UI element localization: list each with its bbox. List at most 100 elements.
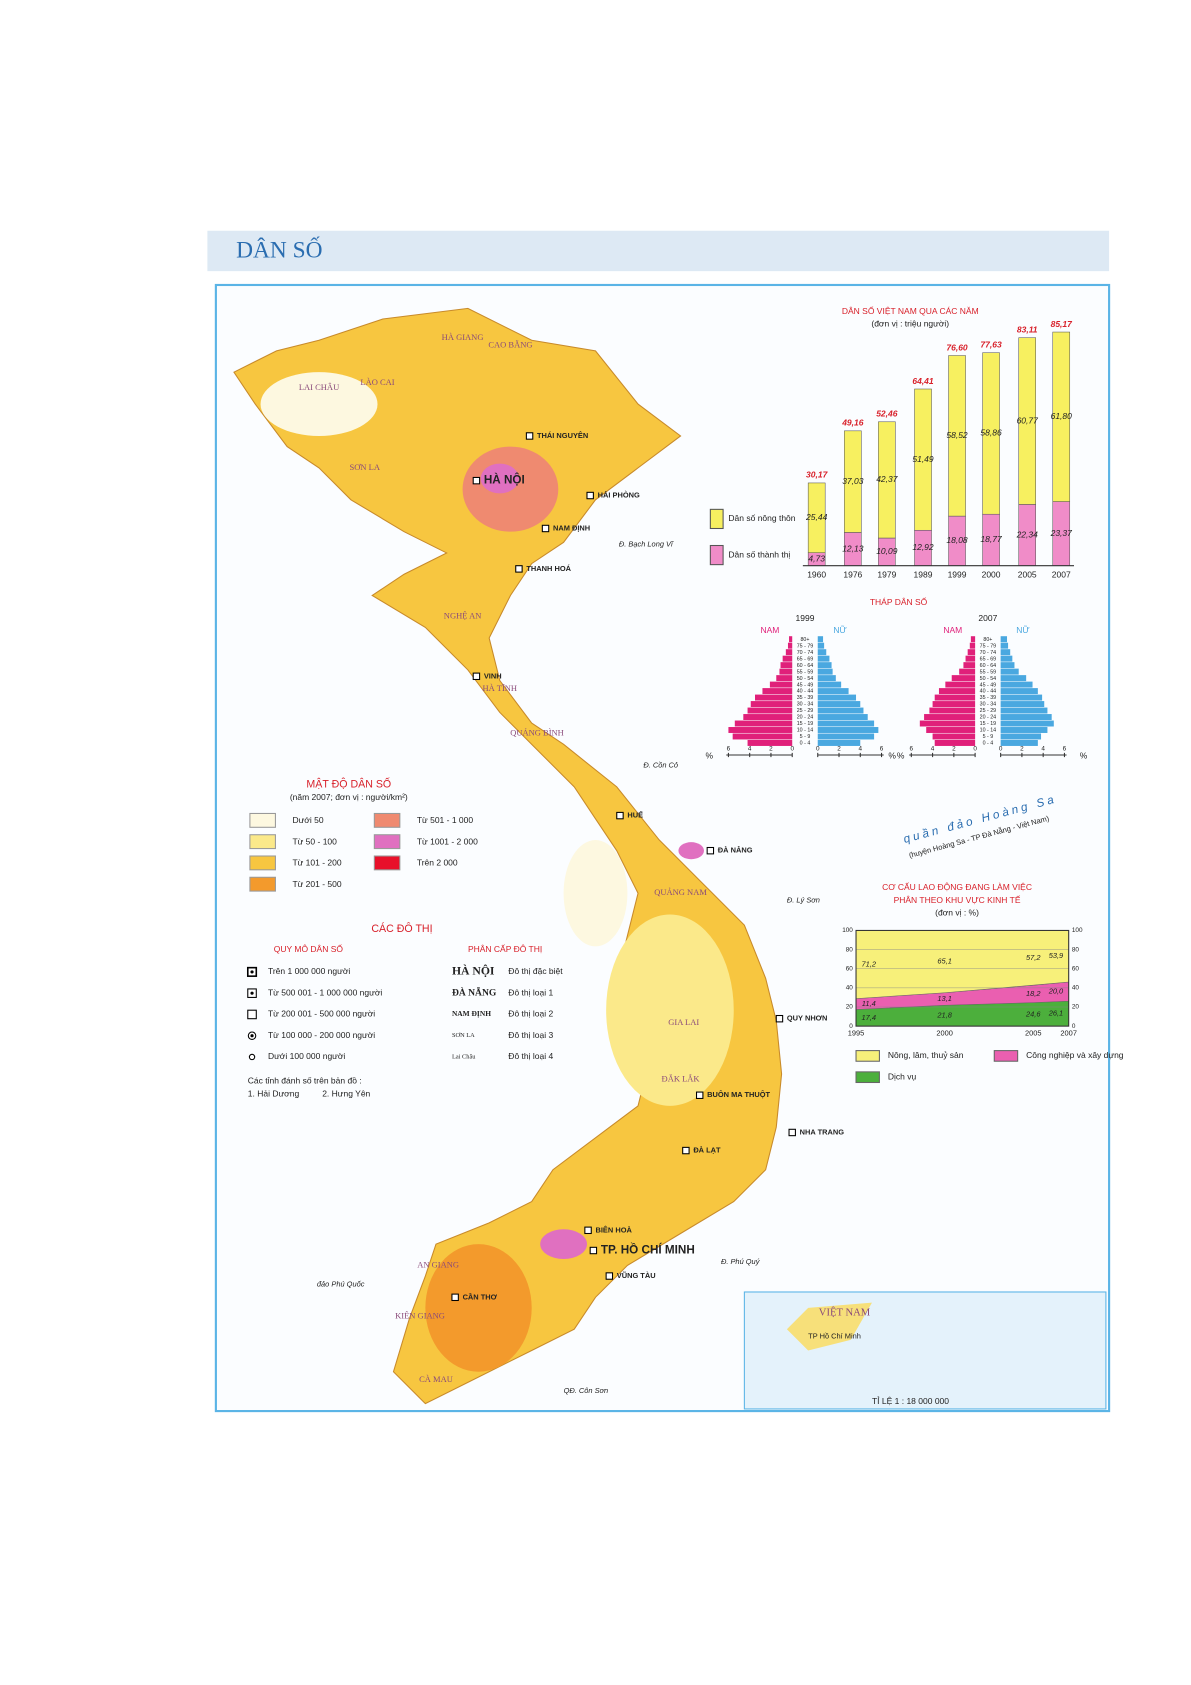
density-patches — [260, 372, 734, 1372]
pyramid-bar — [1000, 701, 1045, 708]
age-label: 20 - 24 — [797, 715, 814, 721]
city-label: CẦN THƠ — [463, 1291, 498, 1301]
pyramid-bar — [769, 681, 793, 688]
legend-note-item: 2. Hưng Yên — [322, 1088, 370, 1098]
city-label: ĐÀ NẴNG — [718, 846, 753, 855]
legend-swatch — [855, 1071, 880, 1084]
area-value-label: 24,6 — [1025, 1009, 1041, 1018]
legend-label: Đô thị loại 3 — [508, 1030, 553, 1040]
area-value-label: 57,2 — [1026, 953, 1041, 962]
x-tick-label: 1989 — [914, 570, 933, 580]
province-label: KIÊN GIANG — [395, 1310, 445, 1320]
city-marker — [775, 1014, 784, 1023]
bar-segment — [878, 421, 896, 539]
bar-segment — [807, 482, 826, 553]
bar-value-label: 18,08 — [946, 535, 968, 545]
pyramid-bar — [934, 739, 976, 746]
legend-label: Dịch vụ — [888, 1071, 917, 1081]
age-label: 25 - 29 — [980, 708, 997, 714]
series-label: NAM — [943, 625, 962, 635]
y2-tick-label: 60 — [1072, 965, 1080, 972]
bar-value-label: 23,37 — [1050, 528, 1073, 538]
city-label: TP. HỒ CHÍ MINH — [601, 1244, 695, 1257]
legend-label: Nông, lâm, thuỷ sản — [888, 1050, 964, 1060]
legend-symbol — [248, 1053, 256, 1061]
city-label: HẢI PHÒNG — [598, 490, 640, 499]
bar-value-label: 58,52 — [946, 430, 968, 440]
bar-value-label: 25,44 — [805, 512, 828, 522]
pyramid-bar — [965, 655, 976, 662]
legend-swatch — [249, 855, 276, 871]
plot-frame — [855, 929, 1070, 1027]
series-label: NỮ — [1016, 625, 1029, 635]
legend-rank-name: SƠN LA — [452, 1032, 475, 1039]
province-label: QUẢNG BÌNH — [510, 728, 564, 738]
pyramid-bar — [1000, 688, 1038, 695]
pyramid-bar — [1000, 694, 1043, 701]
pyramid-bar — [934, 694, 976, 701]
city-marker — [525, 432, 534, 440]
chart-title: DÂN SỐ VIỆT NAM QUA CÁC NĂM — [842, 305, 979, 316]
bar-total-label: 52,46 — [876, 409, 898, 419]
legend-label: Trên 1 000 000 người — [268, 966, 350, 976]
area-value-label: 26,1 — [1048, 1009, 1063, 1018]
x-tick-label: 2005 — [1025, 1029, 1042, 1038]
legend-note-item: 1. Hải Dương — [248, 1088, 300, 1098]
pyramid-bar — [817, 727, 879, 733]
age-label: 55 - 59 — [980, 669, 997, 675]
city-marker — [706, 846, 715, 855]
y2-tick-label: 20 — [1072, 1004, 1080, 1011]
age-label: 60 - 64 — [980, 663, 997, 669]
pyramid-bar — [1000, 642, 1009, 649]
age-label: 45 - 49 — [797, 682, 814, 688]
legend-label: Trên 2 000 — [417, 858, 458, 868]
pyramid-bar — [817, 739, 861, 746]
age-label: 70 - 74 — [797, 650, 814, 656]
x-tick-label: 2007 — [1052, 570, 1071, 580]
city-marker — [515, 565, 523, 573]
pyramid-bar — [787, 642, 793, 649]
x-tick-label: 2000 — [982, 570, 1001, 580]
legend-title: MẬT ĐỘ DÂN SỐ — [306, 777, 391, 791]
pyramid-bar — [789, 636, 793, 643]
city-marker — [605, 1272, 614, 1280]
legend-symbol-dot — [250, 970, 254, 974]
bar-total-label: 76,60 — [946, 342, 968, 352]
y2-tick-label: 40 — [1072, 985, 1080, 992]
city-label: QUY NHƠN — [787, 1014, 828, 1023]
province-label: QUẢNG NAM — [654, 887, 707, 897]
pyramid-bar — [938, 688, 976, 695]
legend-symbol — [247, 1009, 257, 1020]
age-label: 80+ — [983, 637, 992, 643]
legend-swatch — [373, 812, 401, 828]
pyramid-bar — [1000, 714, 1052, 721]
age-label: 0 - 4 — [800, 741, 811, 747]
y-tick-label: 100 — [842, 927, 853, 934]
pyramid-bar — [817, 694, 857, 701]
pyramid-bar — [755, 694, 793, 701]
city-label: VŨNG TÀU — [617, 1271, 656, 1280]
x-tick-label: 0 — [790, 745, 794, 752]
pyramid-bar — [817, 642, 825, 649]
chart-subtitle: PHÂN THEO KHU VỰC KINH TẾ — [894, 895, 1021, 905]
chart-title: CƠ CẤU LAO ĐỘNG ĐANG LÀM VIỆC — [882, 882, 1032, 892]
age-label: 55 - 59 — [797, 669, 814, 675]
city-marker — [695, 1091, 704, 1099]
pyramid-bar — [1000, 655, 1013, 662]
pyramid-bar — [1000, 720, 1054, 727]
y-tick-label: 20 — [846, 1004, 854, 1011]
province-label: CÀ MAU — [419, 1374, 453, 1384]
age-label: 60 - 64 — [797, 663, 814, 669]
bar-segment — [844, 430, 862, 533]
bar-value-label: 10,09 — [876, 546, 898, 556]
age-label: 35 - 39 — [797, 695, 814, 701]
pyramid-bar — [932, 701, 976, 708]
city-label: BIÊN HOÀ — [596, 1225, 633, 1234]
pyramid-bar — [817, 701, 861, 708]
city-label: BUÔN MA THUỘT — [707, 1090, 770, 1099]
province-label: LAI CHÂU — [299, 382, 339, 392]
y-tick-label: 60 — [846, 965, 854, 972]
pyramid-bar — [780, 662, 793, 669]
legend-rank-name: HÀ NỘI — [452, 964, 495, 978]
